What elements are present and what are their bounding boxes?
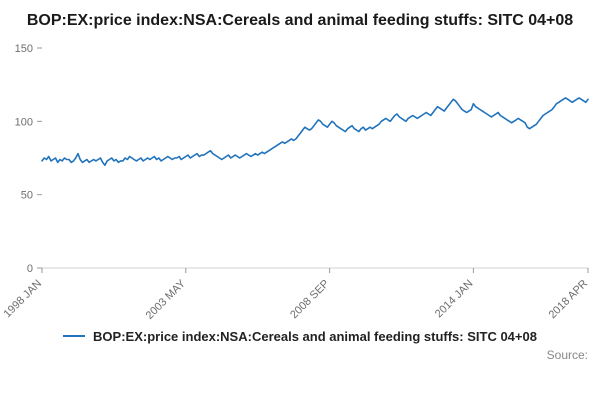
svg-text:0: 0 bbox=[27, 263, 33, 275]
svg-text:50: 50 bbox=[21, 189, 33, 201]
svg-text:2018 APR: 2018 APR bbox=[547, 277, 591, 321]
line-chart: 0 50 100 150 1998 JAN 2003 MAY 2008 SEP 2014 JA… bbox=[1, 43, 591, 322]
chart-title: BOP:EX:price index:NSA:Cereals and anima… bbox=[26, 12, 574, 29]
svg-text:2003 MAY: 2003 MAY bbox=[144, 277, 189, 322]
svg-text:1998 JAN: 1998 JAN bbox=[1, 277, 44, 320]
legend-line-marker bbox=[63, 335, 86, 338]
svg-text:150: 150 bbox=[15, 43, 33, 55]
svg-text:2008 SEP: 2008 SEP bbox=[288, 277, 332, 321]
legend-item-label[interactable]: BOP:EX:price index:NSA:Cereals and anima… bbox=[93, 328, 537, 344]
svg-text:100: 100 bbox=[15, 116, 33, 128]
source-label: Source: bbox=[546, 347, 588, 362]
legend: BOP:EX:price index:NSA:Cereals and anima… bbox=[0, 329, 600, 344]
svg-text:2014 JAN: 2014 JAN bbox=[433, 277, 476, 320]
